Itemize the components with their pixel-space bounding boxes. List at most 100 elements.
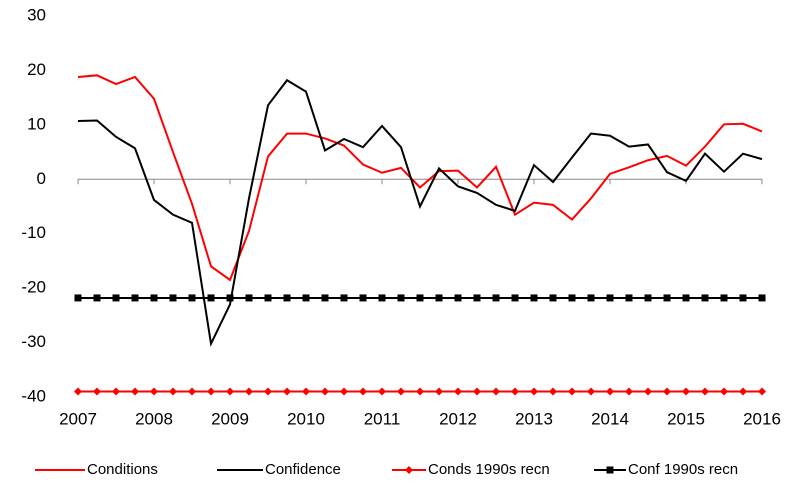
point-marker [378,387,386,396]
point-marker [93,294,101,302]
point-marker [435,294,443,302]
point-marker [245,294,253,302]
point-marker [131,294,139,302]
point-marker [663,387,671,396]
y-tick-label: -30 [21,332,46,351]
point-marker [644,294,652,302]
legend-label: Confidence [265,461,341,478]
point-marker [150,387,158,396]
point-marker [587,387,595,396]
x-tick-label: 2007 [59,409,97,428]
point-marker [473,387,481,396]
point-marker [169,294,177,302]
point-marker [739,387,747,396]
legend-label: Conditions [87,461,158,478]
point-marker [359,294,367,302]
point-marker [720,387,728,396]
point-marker [131,387,139,396]
point-marker [511,294,519,302]
point-marker [245,387,253,396]
point-marker [492,294,500,302]
point-marker [93,387,101,396]
point-marker [112,387,120,396]
point-marker [359,387,367,396]
y-tick-label: -10 [21,223,46,242]
legend-label: Conds 1990s recn [428,461,550,478]
point-marker [74,294,82,302]
x-tick-label: 2016 [743,409,781,428]
y-tick-label: 30 [27,5,46,24]
point-marker [701,387,709,396]
point-marker [112,294,120,302]
x-tick-label: 2009 [211,409,249,428]
point-marker [568,294,576,302]
x-tick-label: 2008 [135,409,173,428]
point-marker [606,387,614,396]
point-marker [663,294,671,302]
point-marker [625,387,633,396]
x-tick-label: 2012 [439,409,477,428]
point-marker [302,294,310,302]
point-marker [435,387,443,396]
point-marker [568,387,576,396]
legend-marker [405,466,413,474]
point-marker [340,294,348,302]
point-marker [549,294,557,302]
point-marker [150,294,158,302]
x-tick-label: 2014 [591,409,629,428]
series-line [77,78,763,347]
point-marker [530,387,538,396]
legend-marker [606,466,614,474]
point-marker [264,294,272,302]
y-tick-label: -20 [21,278,46,297]
legend-label: Conf 1990s recn [628,461,738,478]
point-marker [758,387,766,396]
point-marker [511,387,519,396]
point-marker [644,387,652,396]
point-marker [321,387,329,396]
point-marker [682,294,690,302]
point-marker [264,387,272,396]
series-line [77,74,763,282]
point-marker [74,387,82,396]
point-marker [283,294,291,302]
point-marker [283,387,291,396]
point-marker [720,294,728,302]
point-marker [397,294,405,302]
point-marker [207,387,215,396]
point-marker [454,294,462,302]
point-marker [625,294,633,302]
point-marker [701,294,709,302]
point-marker [416,294,424,302]
point-marker [340,387,348,396]
x-tick-label: 2015 [667,409,705,428]
point-marker [207,294,215,302]
point-marker [492,387,500,396]
x-tick-label: 2010 [287,409,325,428]
point-marker [169,387,177,396]
point-marker [739,294,747,302]
point-marker [302,387,310,396]
y-tick-label: 10 [27,114,46,133]
point-marker [188,387,196,396]
point-marker [416,387,424,396]
y-tick-label: 0 [37,169,46,188]
point-marker [530,294,538,302]
point-marker [758,294,766,302]
y-tick-label: -40 [21,386,46,405]
point-marker [473,294,481,302]
point-marker [321,294,329,302]
point-marker [606,294,614,302]
point-marker [226,294,234,302]
point-marker [587,294,595,302]
point-marker [549,387,557,396]
x-tick-label: 2013 [515,409,553,428]
point-marker [226,387,234,396]
point-marker [378,294,386,302]
point-marker [397,387,405,396]
x-tick-label: 2011 [364,409,401,428]
point-marker [188,294,196,302]
point-marker [682,387,690,396]
y-tick-label: 20 [27,60,46,79]
